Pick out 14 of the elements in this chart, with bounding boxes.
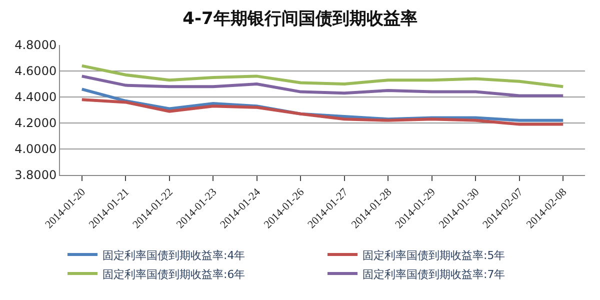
legend-label: 固定利率国债到期收益率:4年	[102, 248, 246, 262]
y-tick-label: 4.2000	[14, 116, 57, 130]
line-series	[80, 74, 565, 98]
y-tick-label: 3.8000	[14, 168, 57, 182]
legend-label: 固定利率国债到期收益率:7年	[362, 268, 506, 281]
y-tick-label: 4.0000	[14, 142, 57, 156]
line-series	[80, 64, 565, 88]
y-tick-label: 4.4000	[14, 90, 57, 104]
y-tick-label: 4.8000	[14, 38, 57, 52]
legend-label: 固定利率国债到期收益率:5年	[362, 248, 506, 262]
chart-title: 4-7年期银行间国债到期收益率	[182, 8, 418, 29]
y-tick-label: 4.6000	[14, 64, 57, 78]
legend-label: 固定利率国债到期收益率:6年	[102, 268, 246, 281]
line-series	[80, 98, 565, 126]
